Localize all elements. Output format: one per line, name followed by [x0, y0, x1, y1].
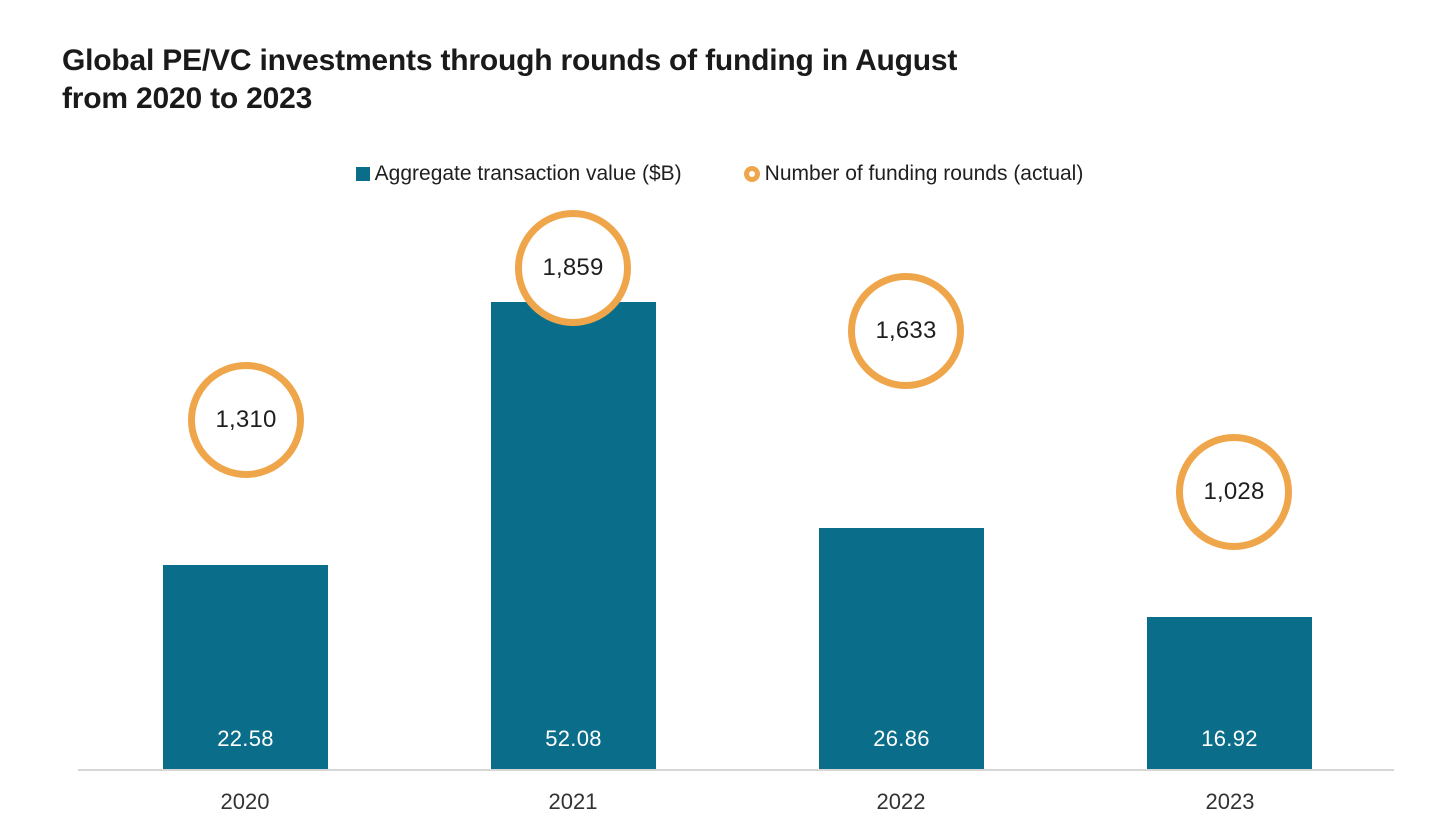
bar-value-label: 22.58	[217, 726, 274, 751]
legend-item-aggregate-transaction-value[interactable]: Aggregate transaction value ($B)	[355, 162, 682, 186]
bar-value-label: 26.86	[873, 726, 930, 751]
bar-2021[interactable]: 52.08	[491, 302, 656, 770]
page-title: Global PE/VC investments through rounds …	[62, 44, 958, 115]
funding-rounds-bubble-2020[interactable]: 1,310	[188, 362, 304, 478]
bar-2023[interactable]: 16.92	[1147, 617, 1312, 770]
funding-rounds-bubble-2022[interactable]: 1,633	[848, 273, 964, 389]
bar-value-label: 16.92	[1201, 726, 1258, 751]
legend-item-label: Number of funding rounds (actual)	[764, 162, 1084, 185]
square-marker-icon	[355, 167, 370, 181]
legend-item-number-of-funding-rounds[interactable]: Number of funding rounds (actual)	[743, 162, 1084, 186]
bar-value-label: 52.08	[545, 726, 602, 751]
x-axis-label-2021: 2021	[548, 789, 598, 814]
funding-rounds-bubble-2021[interactable]: 1,859	[515, 210, 631, 326]
x-axis-line	[78, 769, 1394, 771]
x-axis-label-2020: 2020	[220, 789, 270, 814]
chart-legend: Aggregate transaction value ($B) Number …	[0, 158, 1439, 190]
x-axis-label-2023: 2023	[1205, 789, 1255, 814]
legend-item-label: Aggregate transaction value ($B)	[374, 162, 682, 185]
bar-2020[interactable]: 22.58	[163, 565, 328, 770]
x-axis-label-2022: 2022	[876, 789, 926, 814]
funding-rounds-bubble-2023[interactable]: 1,028	[1176, 434, 1292, 550]
donut-marker-icon	[743, 166, 760, 182]
bar-2022[interactable]: 26.86	[819, 528, 984, 770]
